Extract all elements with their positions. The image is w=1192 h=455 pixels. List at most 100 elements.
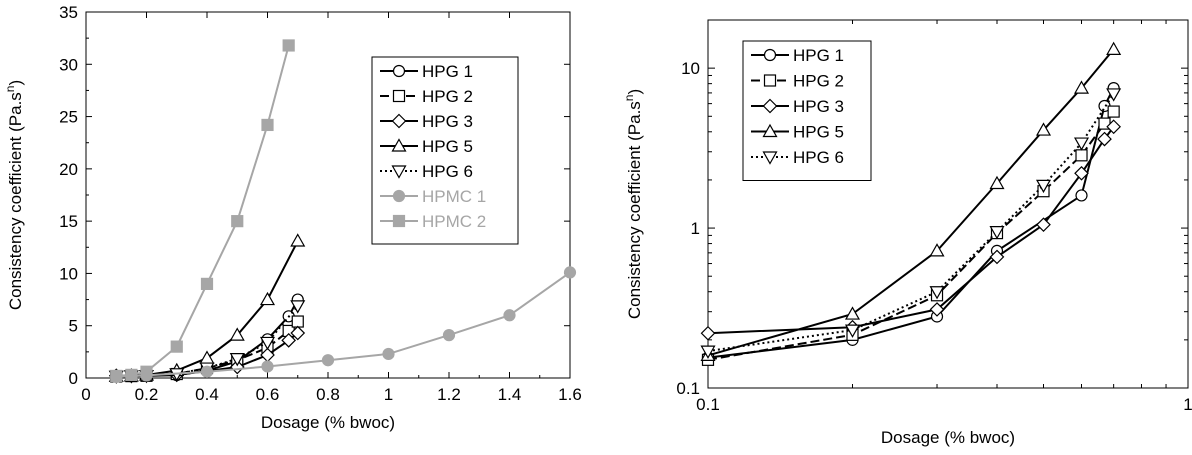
- data-point-hpg-3: [929, 302, 945, 317]
- data-point-hpmc-2: [231, 215, 244, 228]
- data-point-hpg-6: [1106, 88, 1122, 102]
- series-group: [700, 41, 1122, 366]
- series-line-hpg-6: [116, 305, 299, 378]
- plot-frame: [707, 19, 1189, 389]
- legend-label: HPMC 1: [422, 187, 486, 206]
- data-point-hpg-3: [1036, 217, 1051, 233]
- data-point-hpg-3: [281, 333, 297, 348]
- data-point-hpg-6: [844, 324, 861, 338]
- data-point-hpg-5: [1035, 122, 1052, 136]
- legend: HPG 1 HPG 2 HPG 3 HPG 5 HPG 6 HPMC 1 HPMC 2: [371, 56, 519, 245]
- y-tick-label: 0: [69, 369, 78, 388]
- data-point-hpg-6: [989, 226, 1005, 240]
- data-point-hpmc-1: [261, 360, 274, 373]
- data-point-hpg-3: [700, 325, 716, 341]
- legend-marker: [392, 64, 406, 78]
- legend-label: HPG 6: [422, 162, 473, 181]
- y-tick-label: 35: [59, 3, 78, 22]
- data-point-hpg-2: [1107, 105, 1120, 118]
- legend-label: HPG 5: [422, 137, 473, 156]
- y-tick-label: 25: [59, 108, 78, 127]
- left-chart-linear: 0 0.2 0.4 0.6 0.8 1 1.2 1.4 1.6 0 5 10 15 20 25 30 35 Dos…: [3, 3, 582, 432]
- legend-marker: [392, 214, 406, 228]
- x-tick-label: 1.4: [498, 385, 522, 404]
- data-point-hpmc-2: [125, 368, 138, 381]
- legend-marker: [392, 89, 406, 103]
- x-tick-label: 0: [81, 385, 90, 404]
- data-point-hpg-2: [291, 315, 304, 328]
- data-point-hpg-5: [290, 233, 306, 247]
- data-point-hpg-6: [1035, 179, 1052, 194]
- y-tick-label: 30: [59, 55, 78, 74]
- y-axis-label: Consistency coefficient (Pa.sn): [3, 80, 25, 310]
- data-point-hpg-6: [290, 300, 306, 314]
- data-point-hpg-6: [929, 286, 945, 300]
- legend-label: HPG 1: [793, 46, 844, 65]
- legend-label: HPG 3: [422, 112, 473, 131]
- legend-marker: [762, 98, 778, 114]
- data-point-hpg-6: [229, 353, 245, 367]
- y-tick-label: 10: [59, 264, 78, 283]
- legend-label: HPG 2: [422, 87, 473, 106]
- legend-label: HPMC 2: [422, 212, 486, 231]
- data-point-hpmc-1: [321, 354, 335, 367]
- data-point-hpmc-2: [261, 118, 274, 132]
- data-point-hpmc-1: [563, 266, 577, 279]
- data-point-hpg-3: [1106, 119, 1121, 135]
- x-tick-label: 0.1: [696, 395, 720, 414]
- legend-label: HPG 5: [793, 123, 844, 142]
- legend-marker: [391, 165, 407, 179]
- data-point-hpg-5: [929, 243, 945, 257]
- legend-marker: [763, 48, 777, 62]
- series-line-hpmc-2: [116, 45, 290, 377]
- legend-marker: [392, 189, 406, 203]
- data-point-hpg-5: [199, 350, 215, 364]
- data-point-hpg-3: [1097, 131, 1112, 147]
- data-point-hpmc-1: [382, 347, 395, 361]
- x-tick-label: 0.8: [316, 385, 340, 404]
- x-tick-label: 1: [1183, 395, 1192, 414]
- x-axis-label: Dosage (% bwoc): [261, 413, 395, 432]
- data-point-hpg-5: [989, 175, 1005, 190]
- legend-marker: [391, 138, 407, 152]
- data-point-hpmc-2: [110, 369, 123, 383]
- legend-label: HPG 6: [793, 148, 844, 167]
- legend-marker: [391, 113, 407, 129]
- data-point-hpg-6: [700, 345, 716, 359]
- y-tick-label: 1: [691, 219, 700, 238]
- data-point-hpg-3: [989, 249, 1005, 265]
- legend: HPG 1 HPG 2 HPG 3 HPG 5 HPG 6: [742, 40, 872, 181]
- data-point-hpmc-2: [200, 277, 214, 290]
- x-tick-label: 0.2: [135, 385, 159, 404]
- data-point-hpg-6: [259, 336, 276, 351]
- data-point-hpmc-1: [200, 365, 214, 378]
- data-point-hpmc-1: [503, 309, 516, 322]
- y-axis-label: Consistency coefficient (Pa.sn): [622, 89, 644, 319]
- data-point-hpg-5: [844, 306, 861, 320]
- y-tick-label: 5: [69, 317, 78, 336]
- data-point-hpg-5: [229, 327, 245, 341]
- data-point-hpg-6: [1073, 137, 1090, 151]
- data-point-hpg-5: [259, 291, 276, 306]
- x-axis-label: Dosage (% bwoc): [881, 428, 1015, 447]
- right-chart-log: 0.1 1 0.1 1 10 Dosage (% bwoc) Consistency coe…: [622, 19, 1192, 447]
- data-point-hpmc-1: [442, 329, 456, 342]
- data-point-hpg-3: [290, 325, 306, 341]
- data-point-hpmc-2: [282, 39, 295, 52]
- data-point-hpg-2: [1075, 149, 1088, 162]
- legend-marker: [762, 151, 778, 165]
- y-tick-label: 20: [59, 160, 78, 179]
- x-tick-label: 1: [384, 385, 393, 404]
- series-group: [108, 39, 577, 384]
- legend-label: HPG 2: [793, 72, 844, 91]
- legend-label: HPG 1: [422, 62, 473, 81]
- legend-marker: [763, 74, 777, 87]
- series-line-hpmc-1: [116, 271, 571, 378]
- y-tick-label: 10: [681, 59, 700, 78]
- y-tick-label: 15: [59, 212, 78, 231]
- legend-marker: [762, 123, 778, 138]
- x-tick-label: 1.6: [558, 385, 582, 404]
- data-point-hpmc-2: [140, 365, 153, 378]
